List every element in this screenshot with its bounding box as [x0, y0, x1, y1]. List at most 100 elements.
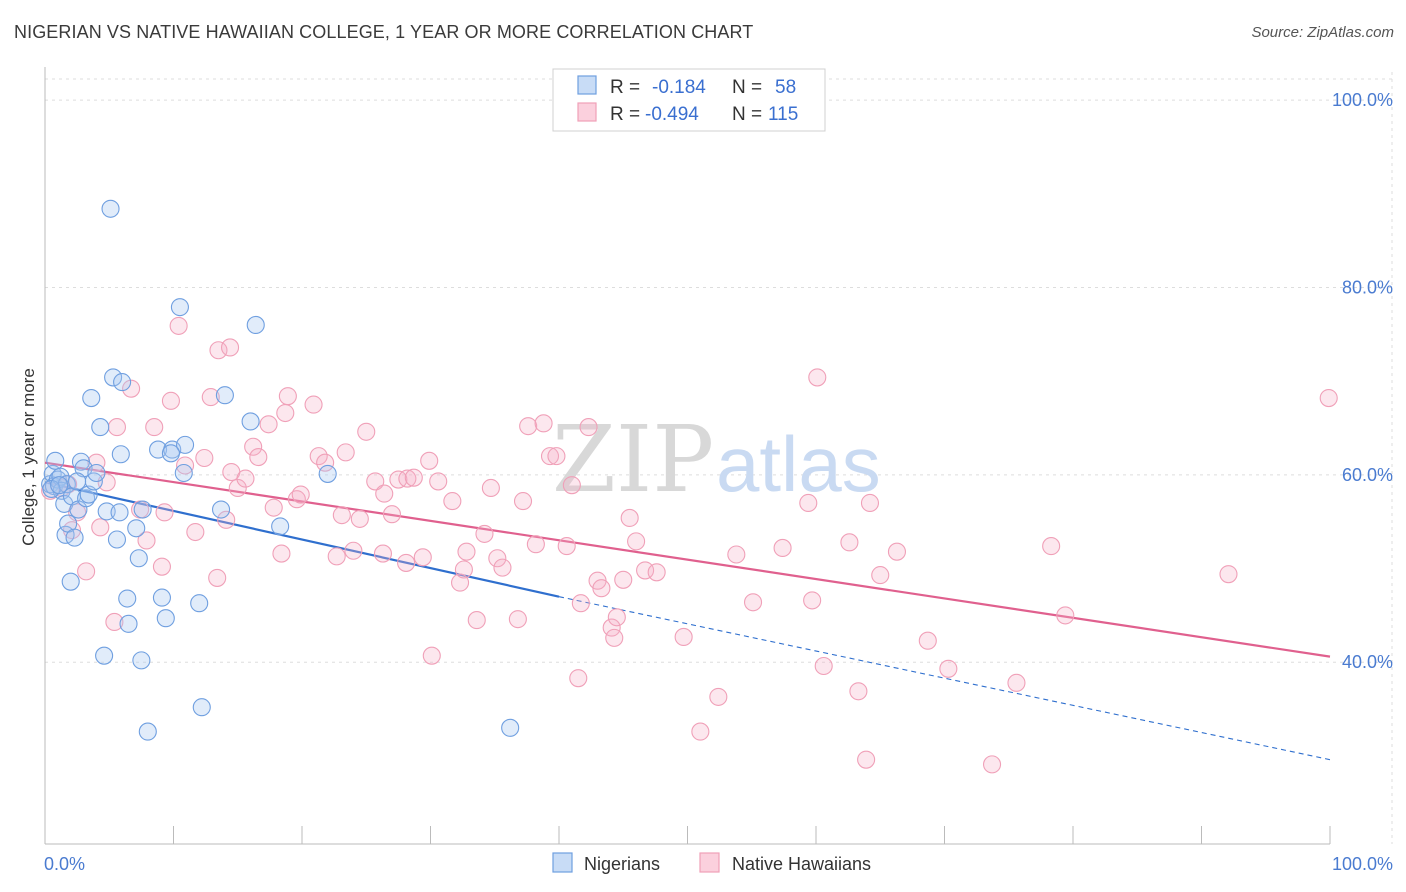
native-hawaiian-point	[276, 403, 295, 423]
bottom-legend-label-native-hawaiians: Native Hawaiians	[732, 854, 871, 874]
bottom-legend-swatch-native-hawaiians	[699, 852, 720, 873]
native-hawaiian-point	[413, 548, 432, 567]
native-hawaiian-point	[220, 338, 240, 357]
native-hawaiian-point	[860, 493, 880, 513]
nigerian-point	[170, 298, 189, 317]
legend-n-value-1: 58	[775, 77, 796, 98]
nigerian-point	[133, 500, 152, 519]
native-hawaiian-point	[467, 611, 486, 630]
native-hawaiian-point	[137, 531, 156, 550]
chart-title: NIGERIAN VS NATIVE HAWAIIAN COLLEGE, 1 Y…	[14, 22, 754, 42]
native-hawaiian-point	[91, 518, 110, 537]
native-hawaiian-point	[1007, 673, 1026, 692]
native-hawaiian-point	[217, 510, 236, 529]
watermark-zip: ZIP	[552, 406, 714, 513]
native-hawaiian-point	[336, 443, 355, 462]
native-hawaiian-point	[493, 558, 512, 577]
nigerian-point	[46, 451, 65, 470]
watermark: ZIP atlas	[552, 406, 881, 513]
native-hawaiian-point	[97, 473, 116, 492]
native-hawaiian-point	[327, 547, 346, 566]
y-tick-label: 60.0%	[1342, 465, 1393, 485]
legend-swatch-native-hawaiians	[577, 102, 597, 122]
native-hawaiian-point	[743, 593, 763, 612]
native-hawaiian-point	[373, 544, 393, 563]
trendline-nigerians	[44, 481, 560, 598]
native-hawaiian-point	[849, 682, 868, 701]
native-hawaiian-point	[195, 448, 214, 468]
native-hawaiian-point	[918, 631, 937, 650]
native-hawaiian-point	[375, 484, 394, 503]
nigerian-point	[107, 530, 127, 549]
trendline-native-hawaiians	[44, 461, 1331, 658]
native-hawaiian-point	[420, 451, 439, 470]
nigerian-point	[91, 418, 110, 437]
native-hawaiian-point	[808, 368, 827, 387]
native-hawaiian-point	[475, 524, 494, 543]
nigerian-point	[501, 718, 520, 737]
nigerian-point	[68, 472, 87, 491]
nigerian-point	[113, 373, 132, 392]
native-hawaiian-point	[569, 669, 588, 688]
x-tick-label-min: 0.0%	[44, 854, 85, 874]
legend-r-label-1: R =	[610, 77, 640, 98]
native-hawaiian-point	[1319, 388, 1338, 408]
native-hawaiian-point	[105, 612, 124, 632]
axes	[44, 67, 1331, 845]
nigerian-point	[192, 698, 211, 717]
native-hawaiian-point	[244, 437, 263, 456]
nigerian-point	[111, 445, 130, 464]
y-axis-label: College, 1 year or more	[19, 368, 38, 546]
native-hawaiian-point	[176, 456, 195, 475]
native-hawaiian-point	[259, 415, 278, 434]
bottom-legend: Nigerians Native Hawaiians	[552, 852, 871, 874]
native-hawaiian-point	[562, 476, 581, 495]
native-hawaiian-point	[592, 579, 611, 598]
native-hawaiian-point	[357, 422, 376, 441]
native-hawaiian-point	[773, 538, 792, 557]
native-hawaiian-point	[454, 560, 473, 579]
native-hawaiian-point	[526, 535, 545, 554]
native-hawaiian-point	[443, 492, 462, 511]
native-hawaiian-point	[278, 387, 297, 406]
nigerian-point	[241, 412, 260, 431]
native-hawaiian-point	[291, 485, 310, 504]
native-hawaiian-point	[614, 570, 633, 589]
bottom-legend-label-nigerians: Nigerians	[584, 854, 660, 874]
series-nigerians	[41, 199, 520, 741]
native-hawaiian-point	[571, 594, 590, 613]
native-hawaiian-point	[155, 503, 174, 522]
nigerian-point	[138, 722, 157, 741]
native-hawaiian-point	[304, 395, 323, 414]
native-hawaiian-point	[607, 608, 626, 627]
nigerian-point	[174, 463, 193, 483]
native-hawaiian-point	[272, 544, 291, 563]
legend-n-label-1: N =	[732, 77, 762, 98]
native-hawaiian-point	[366, 472, 385, 491]
native-hawaiian-point	[107, 418, 127, 437]
nigerian-point	[65, 528, 84, 547]
legend-swatch-nigerians	[577, 75, 597, 95]
nigerian-point	[48, 470, 67, 489]
nigerian-point	[190, 594, 209, 613]
legend-n-value-2: 115	[768, 104, 798, 125]
native-hawaiian-point	[840, 533, 859, 552]
nigerian-point	[104, 368, 123, 387]
nigerian-point	[129, 549, 148, 568]
series-native-hawaiians	[41, 316, 1338, 774]
native-hawaiian-point	[429, 472, 448, 491]
native-hawaiian-point	[397, 553, 416, 572]
native-hawaiian-point	[481, 478, 500, 498]
native-hawaiian-point	[316, 453, 335, 472]
native-hawaiian-point	[228, 478, 247, 498]
native-hawaiian-point	[332, 506, 351, 525]
y-tick-label: 80.0%	[1342, 277, 1393, 297]
native-hawaiian-point	[382, 505, 402, 524]
native-hawaiian-point	[939, 659, 958, 678]
native-hawaiian-point	[519, 417, 538, 436]
nigerian-point	[215, 386, 234, 405]
native-hawaiian-point	[201, 388, 220, 407]
nigerian-point	[132, 651, 151, 670]
native-hawaiian-point	[404, 468, 423, 487]
